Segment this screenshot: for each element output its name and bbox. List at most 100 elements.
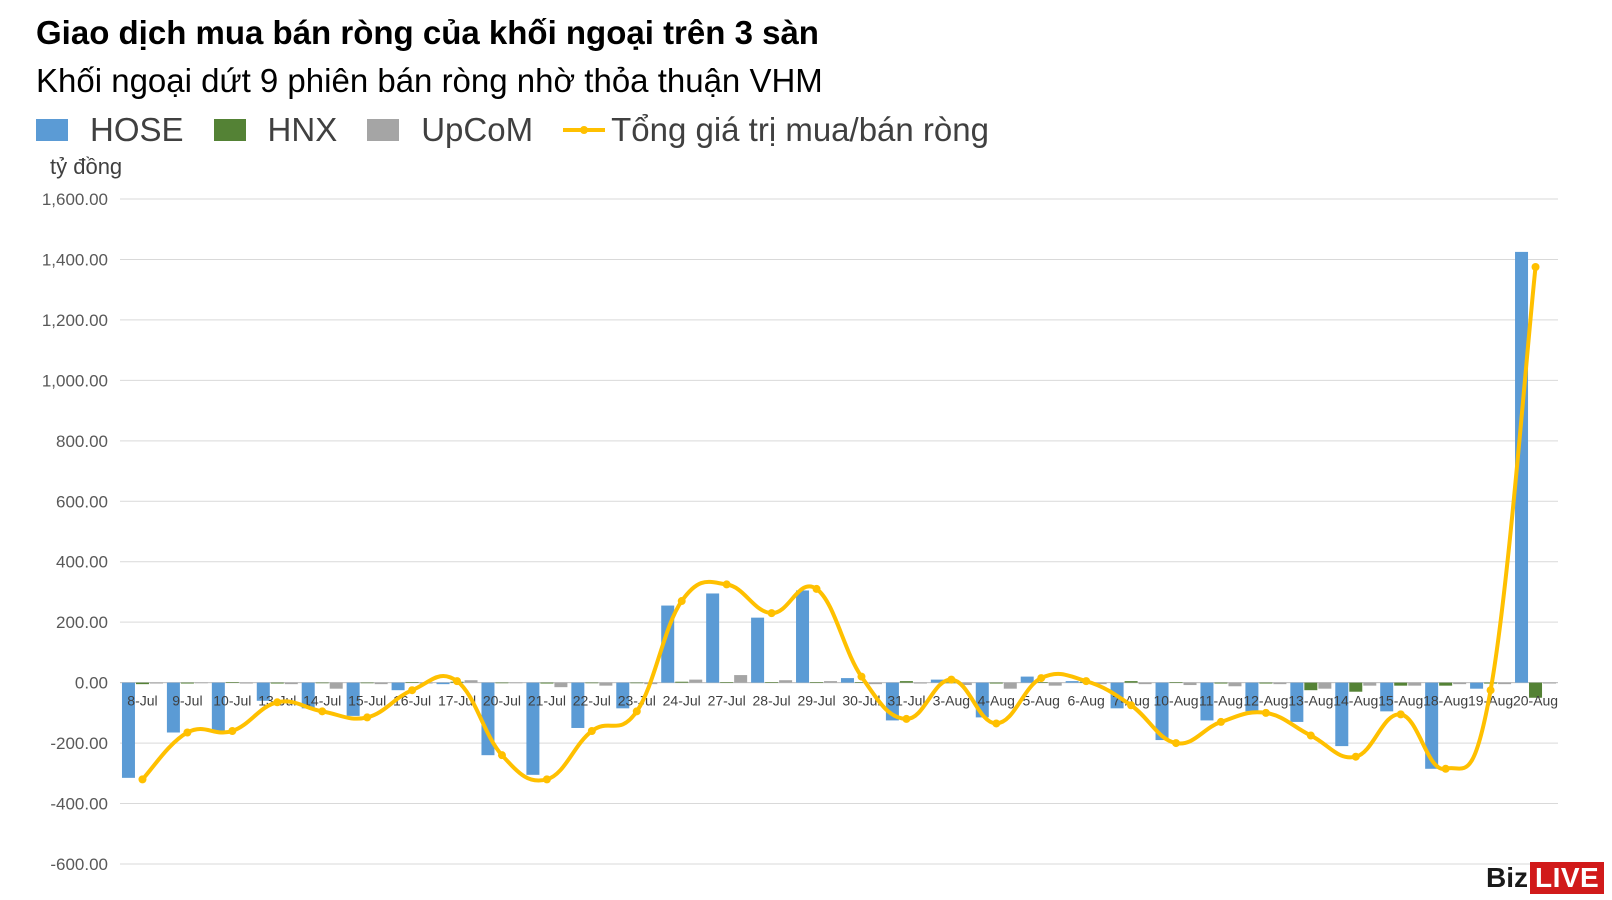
bar-hnx [135, 682, 149, 685]
bar-hose [166, 682, 180, 733]
bar-upcom [1228, 682, 1242, 687]
chart-subtitle: Khối ngoại dứt 9 phiên bán ròng nhờ thỏa… [36, 62, 823, 99]
bar-hnx [630, 682, 644, 684]
bar-upcom [284, 682, 298, 685]
point-total-net [228, 727, 237, 735]
bar-hose [840, 678, 854, 683]
bar-hose [1200, 682, 1214, 721]
point-total-net [902, 714, 911, 723]
bar-upcom [824, 681, 838, 683]
bar-hnx [180, 682, 194, 684]
point-total-net [992, 719, 1001, 728]
bar-upcom [374, 682, 388, 685]
legend-item-hose: HOSE [36, 111, 184, 149]
point-total-net [857, 672, 866, 681]
x-tick-label: 29-Jul [797, 693, 835, 709]
logo-text-live: LIVE [1530, 862, 1605, 894]
x-tick-label: 23-Jul [618, 693, 656, 709]
bar-upcom [239, 682, 253, 684]
bar-hose [121, 682, 135, 778]
legend-swatch-hose [36, 119, 68, 141]
bar-hnx [225, 682, 239, 683]
point-total-net [1082, 677, 1091, 686]
bar-hose [1245, 682, 1259, 712]
point-total-net [1531, 263, 1540, 272]
bizlive-logo: Biz LIVE [1486, 862, 1605, 894]
point-total-net [722, 580, 731, 589]
x-tick-label: 11-Aug [1199, 693, 1243, 709]
y-axis-unit-label: tỷ đồng [50, 154, 123, 179]
bar-hose [1515, 251, 1529, 683]
bar-upcom [1453, 682, 1467, 685]
point-total-net [1486, 686, 1495, 695]
bar-upcom [1543, 682, 1557, 684]
point-total-net [183, 728, 192, 737]
bar-hnx [1169, 682, 1183, 683]
bar-hnx [315, 682, 329, 684]
point-total-net [453, 677, 462, 686]
bar-upcom [1003, 682, 1017, 689]
bar-upcom [779, 680, 793, 683]
x-tick-label: 14-Aug [1333, 693, 1378, 709]
bar-upcom [1273, 682, 1287, 685]
bar-hnx [989, 682, 1003, 684]
legend-item-upcom: UpCoM [367, 111, 533, 149]
point-total-net [318, 707, 327, 716]
point-total-net [138, 775, 147, 784]
x-tick-label: 18-Aug [1423, 693, 1468, 709]
bar-hnx [675, 681, 689, 683]
bar-hnx [1304, 682, 1318, 691]
y-tick-label: -600.00 [50, 855, 108, 874]
bar-hose [571, 682, 585, 728]
x-tick-label: 31-Jul [887, 693, 925, 709]
x-tick-label: 14-Jul [303, 693, 341, 709]
bar-hnx [585, 682, 599, 684]
point-total-net [1396, 710, 1405, 719]
bar-hose [301, 682, 315, 709]
legend: HOSE HNX UpCoM Tổng giá trị mua/bán ròng [36, 108, 1019, 152]
bar-upcom [329, 682, 343, 689]
bar-upcom [913, 682, 927, 684]
legend-label-upcom: UpCoM [421, 111, 534, 148]
x-tick-label: 17-Jul [438, 693, 476, 709]
bar-upcom [734, 675, 748, 683]
x-tick-label: 15-Jul [348, 693, 386, 709]
point-total-net [408, 686, 417, 695]
bar-hose [391, 682, 405, 691]
y-tick-label: 1,600.00 [42, 190, 108, 209]
bar-upcom [1363, 682, 1377, 686]
bar-upcom [554, 682, 568, 688]
bar-upcom [1498, 682, 1512, 685]
legend-label-total: Tổng giá trị mua/bán ròng [611, 111, 989, 148]
bar-hnx [1394, 682, 1408, 686]
x-tick-label: 4-Aug [978, 693, 1015, 709]
bar-hnx [1124, 681, 1138, 683]
point-total-net [1172, 739, 1181, 748]
point-total-net [767, 609, 776, 618]
bar-upcom [1408, 682, 1422, 686]
bar-upcom [599, 682, 613, 686]
bar-hose [751, 617, 765, 683]
bar-hnx [765, 682, 779, 683]
legend-label-hnx: HNX [267, 111, 338, 148]
bar-upcom [689, 679, 703, 683]
x-tick-label: 28-Jul [753, 693, 791, 709]
y-tick-label: 1,000.00 [42, 371, 108, 390]
x-tick-label: 20-Jul [483, 693, 521, 709]
bar-hnx [495, 682, 509, 684]
bar-hose [1425, 682, 1439, 769]
y-tick-label: -200.00 [50, 734, 108, 753]
y-tick-label: -400.00 [50, 795, 108, 814]
x-tick-label: 16-Jul [393, 693, 431, 709]
bar-hose [706, 593, 720, 683]
bar-hnx [810, 682, 824, 683]
y-tick-label: 1,400.00 [42, 250, 108, 269]
bar-hnx [1529, 682, 1543, 698]
bar-hnx [1259, 682, 1273, 684]
bar-hnx [854, 682, 868, 683]
bar-upcom [1183, 682, 1197, 686]
bar-upcom [958, 682, 972, 686]
x-tick-label: 3-Aug [933, 693, 970, 709]
bar-hose [616, 682, 630, 709]
point-total-net [632, 707, 641, 716]
